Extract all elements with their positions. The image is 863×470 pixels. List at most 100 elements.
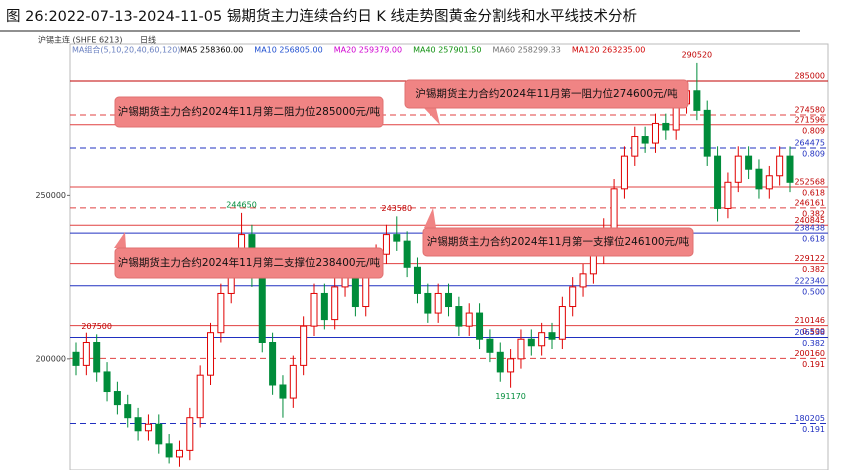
- level-label: 238438: [794, 224, 825, 233]
- candle-body: [413, 266, 421, 294]
- ma-legend-entry: MA40 257901.50: [413, 46, 481, 55]
- callout-text: 沪锡期货主力合约2024年11月第二阻力位285000元/吨: [118, 105, 381, 118]
- level-label: 180205: [794, 414, 825, 423]
- candle-body: [765, 175, 773, 190]
- candle-body: [714, 155, 722, 209]
- candle-body: [382, 234, 390, 255]
- candle-body: [393, 234, 401, 242]
- candle-body: [538, 332, 546, 347]
- candle-body: [703, 109, 711, 157]
- candle-body: [331, 286, 339, 321]
- y-tick-label: 200000: [35, 354, 66, 363]
- candle-body: [134, 417, 142, 432]
- candle-body: [165, 443, 173, 458]
- candle-body: [289, 364, 297, 399]
- level-label: 222340: [794, 276, 825, 285]
- level-label: 200160: [794, 349, 825, 358]
- period: 日线: [140, 35, 156, 45]
- candle-body: [341, 276, 349, 288]
- callout-text: 沪锡期货主力合约2024年11月第二支撑位238400元/吨: [118, 256, 381, 269]
- candle-body: [445, 292, 453, 308]
- level-label: 229122: [794, 254, 825, 263]
- candle-body: [496, 351, 504, 373]
- level-ratio: 0.191: [802, 425, 825, 434]
- candle-body: [620, 155, 628, 190]
- level-ratio: 0.809: [802, 150, 825, 159]
- level-ratio: 0.500: [802, 327, 825, 336]
- callout-box: [404, 79, 689, 109]
- ma-legend-entry: MA20 259379.00: [334, 46, 402, 55]
- callout-tail: [424, 208, 436, 228]
- callout-box: [114, 247, 384, 279]
- candle-body: [403, 240, 411, 268]
- candle-body: [755, 168, 763, 190]
- candle-body: [82, 341, 90, 366]
- level-label: 206538: [794, 328, 825, 337]
- callout-tail: [424, 108, 440, 125]
- extreme-label: 290520: [682, 50, 713, 59]
- candle-body: [269, 341, 277, 386]
- chart-title: 图 26:2022-07-13-2024-11-05 锡期货主力连续合约日 K …: [6, 8, 637, 25]
- candle-body: [651, 122, 659, 144]
- level-ratio: 0.191: [802, 360, 825, 369]
- extreme-label: 244650: [226, 200, 257, 209]
- candle-body: [155, 423, 163, 445]
- candle-body: [217, 292, 225, 334]
- candle-body: [207, 332, 215, 376]
- level-ratio: 0.618: [802, 188, 825, 197]
- candle-body: [486, 338, 494, 353]
- candle-body: [310, 292, 318, 327]
- candle-body: [258, 276, 266, 343]
- candle-body: [724, 181, 732, 209]
- y-tick-label: 250000: [35, 191, 66, 200]
- level-label: 271596: [794, 115, 825, 124]
- level-ratio: 0.809: [802, 126, 825, 135]
- candle-body: [320, 292, 328, 321]
- extreme-label: 191170: [495, 392, 526, 401]
- candle-body: [631, 136, 639, 157]
- candle-body: [455, 306, 463, 327]
- candle-body: [186, 417, 194, 451]
- callout-text: 沪锡期货主力合约2024年11月第一支撑位246100元/吨: [427, 235, 690, 248]
- level-label: 252568: [794, 177, 825, 186]
- extreme-label: 243580: [382, 204, 413, 213]
- instrument: 沪锡主连 (SHFE 6213): [38, 35, 122, 45]
- level-ratio: 0.382: [802, 339, 825, 348]
- candle-body: [745, 155, 753, 170]
- candle-body: [124, 404, 132, 419]
- candle-body: [465, 312, 473, 327]
- candle-body: [662, 122, 670, 131]
- plot-frame: [69, 43, 829, 470]
- candle-body: [693, 90, 701, 111]
- candle-body: [558, 306, 566, 340]
- candle-body: [279, 384, 287, 399]
- callout-box: [114, 96, 384, 128]
- level-ratio: 0.382: [802, 265, 825, 274]
- candle-body: [424, 292, 432, 314]
- extreme-label: 207500: [81, 322, 112, 331]
- callout-text: 沪锡期货主力合约2024年11月第一阻力位274600元/吨: [415, 87, 678, 100]
- level-label: 246161: [794, 198, 825, 207]
- level-label: 264475: [794, 139, 825, 148]
- level-label: 285000: [794, 71, 825, 80]
- callout-tail: [114, 232, 126, 248]
- candle-body: [579, 273, 587, 288]
- level-label: 210146: [794, 316, 825, 325]
- candle-body: [776, 155, 784, 177]
- candle-body: [196, 374, 204, 419]
- candle-body: [734, 155, 742, 183]
- candle-body: [641, 136, 649, 144]
- candle-body: [786, 155, 794, 183]
- ma-legend-entry: MA120 263235.00: [572, 46, 645, 55]
- level-ratio: 0.618: [802, 235, 825, 244]
- level-ratio: 0.382: [802, 209, 825, 218]
- candle-body: [589, 253, 597, 275]
- candle-body: [517, 338, 525, 360]
- ma-legend-entry: MA5 258360.00: [180, 46, 243, 55]
- candle-body: [113, 391, 121, 406]
- candle-body: [527, 338, 535, 347]
- ma-legend-entry: MA10 256805.00: [254, 46, 322, 55]
- ma-group: MA组合(5,10,20,40,60,120): [72, 45, 180, 55]
